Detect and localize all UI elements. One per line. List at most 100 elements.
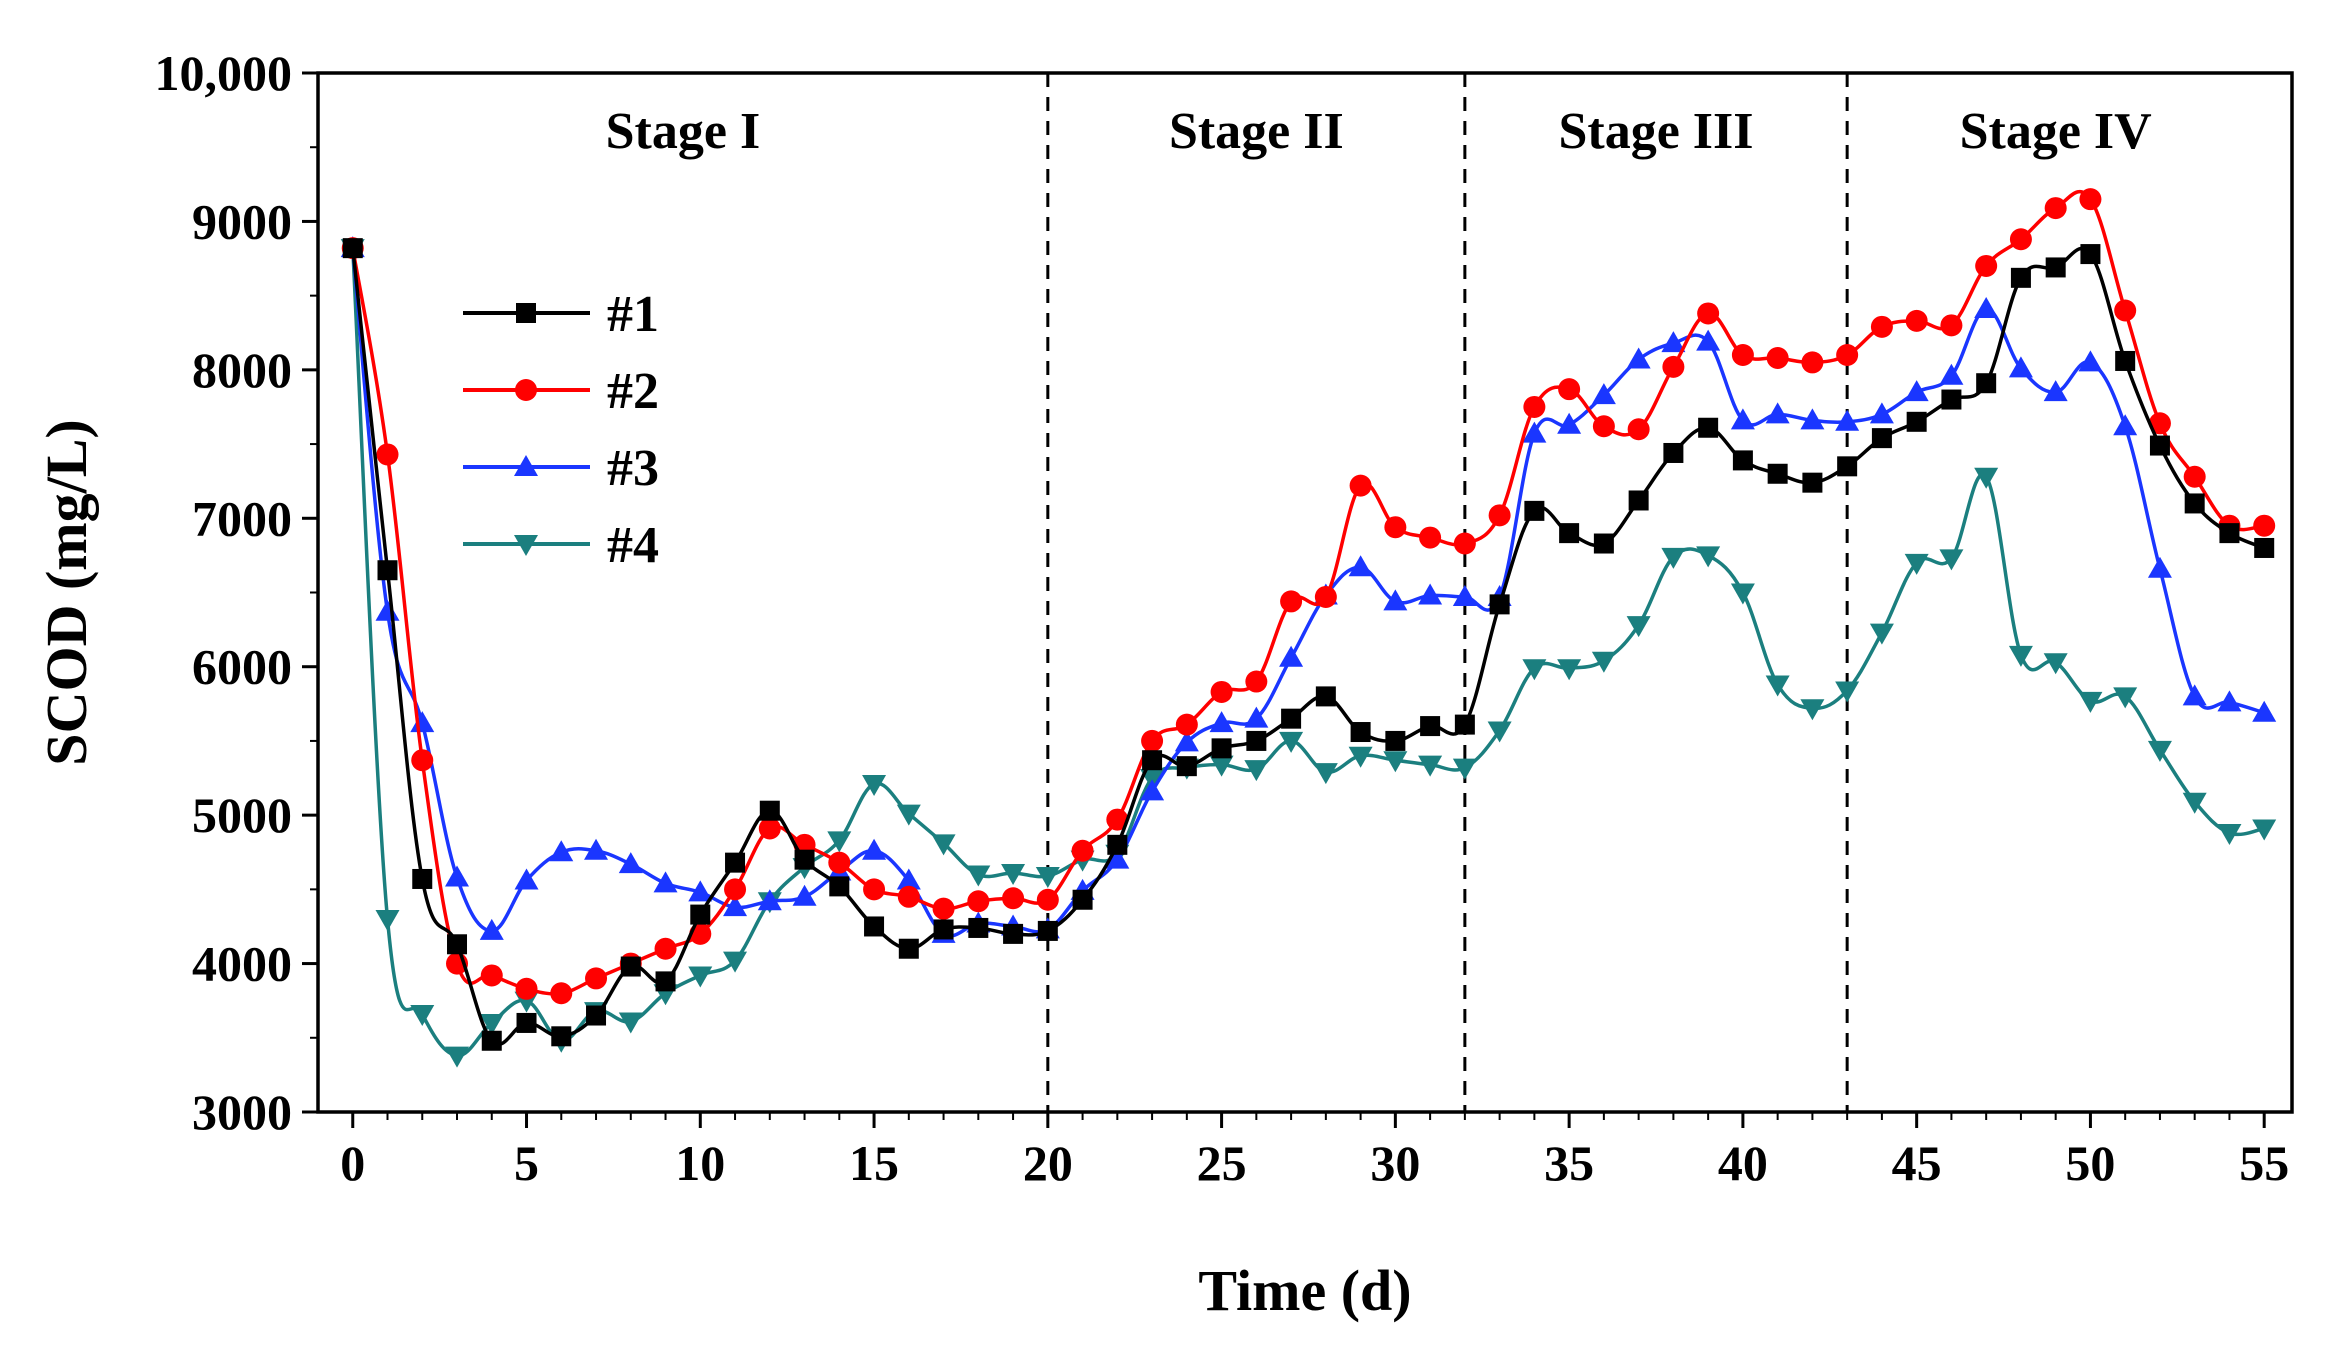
series-layer <box>340 188 2277 1068</box>
data-point <box>1418 755 1443 777</box>
data-point <box>1140 779 1165 801</box>
data-point <box>479 918 504 940</box>
data-point <box>375 910 400 932</box>
data-point <box>1037 920 1058 941</box>
y-tick-label: 8000 <box>192 342 292 398</box>
data-point <box>2147 740 2172 762</box>
data-point <box>1904 380 1929 402</box>
x-tick-label: 35 <box>1544 1135 1594 1191</box>
data-point <box>2078 691 2103 713</box>
data-point <box>1454 714 1475 735</box>
data-point <box>1175 713 1198 736</box>
data-point <box>618 852 643 874</box>
data-point <box>932 897 955 920</box>
data-point <box>1696 329 1721 351</box>
x-tick-label: 10 <box>675 1135 725 1191</box>
data-point <box>376 443 399 466</box>
data-point <box>2149 435 2170 456</box>
data-point <box>481 1030 502 1051</box>
data-point <box>1696 546 1721 568</box>
data-point <box>1732 450 1753 471</box>
data-point <box>1072 889 1093 910</box>
data-point <box>1837 456 1858 477</box>
data-point <box>724 878 747 901</box>
data-point <box>445 1046 470 1068</box>
data-point <box>1383 751 1408 773</box>
data-point <box>2043 380 2068 402</box>
data-point <box>968 917 989 938</box>
data-point <box>1836 344 1859 367</box>
data-point <box>2113 687 2138 709</box>
data-point <box>620 956 641 977</box>
stage-label-1: Stage I <box>606 103 761 160</box>
data-point <box>966 865 991 887</box>
data-point <box>1591 651 1616 673</box>
data-point <box>1279 645 1304 667</box>
data-point <box>827 831 852 853</box>
y-axis-title: SCOD (mg/L) <box>34 419 99 765</box>
y-axis-ticks: 3000 4000 5000 6000 7000 8000 9000 10,000 <box>155 45 318 1140</box>
data-point <box>1558 378 1581 401</box>
data-point <box>758 817 781 840</box>
data-point <box>2183 465 2206 488</box>
data-point <box>725 852 746 873</box>
data-point <box>1315 686 1336 707</box>
data-point <box>480 964 503 987</box>
data-point <box>1313 763 1338 785</box>
data-point <box>1766 346 1789 369</box>
data-point <box>1939 363 1964 385</box>
data-point <box>864 916 885 937</box>
data-point <box>2217 823 2242 845</box>
data-point <box>688 966 713 988</box>
data-point <box>1001 864 1026 886</box>
data-point <box>549 840 574 862</box>
data-point <box>1452 584 1477 606</box>
data-point <box>1661 547 1686 569</box>
data-point <box>1244 760 1269 782</box>
data-point <box>1697 302 1720 325</box>
data-point <box>1246 730 1267 751</box>
x-axis-ticks: 0 5 10 15 20 25 30 35 40 45 50 55 <box>340 1112 2289 1191</box>
x-tick-label: 15 <box>849 1135 899 1191</box>
data-point <box>1418 583 1443 605</box>
legend-marker <box>515 379 537 401</box>
y-tick-label: 4000 <box>192 936 292 992</box>
data-point <box>377 560 398 581</box>
data-point <box>479 1013 504 1035</box>
data-point <box>1348 555 1373 577</box>
data-point <box>585 967 608 990</box>
data-point <box>1906 411 1927 432</box>
legend-label: #2 <box>607 363 659 420</box>
y-tick-label: 7000 <box>192 490 292 546</box>
data-point <box>2252 819 2277 841</box>
data-point <box>1348 746 1373 768</box>
data-point <box>1801 351 1824 374</box>
data-point <box>342 238 363 259</box>
data-point <box>1731 344 1754 367</box>
series-n2 <box>341 188 2276 1005</box>
data-point <box>2045 257 2066 278</box>
data-point <box>1281 708 1302 729</box>
data-point <box>828 851 851 874</box>
data-point <box>1592 415 1615 438</box>
x-tick-label: 0 <box>340 1135 365 1191</box>
data-point <box>2147 556 2172 578</box>
data-point <box>1385 730 1406 751</box>
legend-item: #2 <box>463 363 659 420</box>
data-point <box>515 977 538 1000</box>
data-point <box>1939 549 1964 571</box>
legend-item: #3 <box>463 440 659 497</box>
data-point <box>2008 356 2033 378</box>
data-point <box>2113 414 2138 436</box>
data-point <box>1142 750 1163 771</box>
y-tick-label: 5000 <box>192 787 292 843</box>
data-point <box>1003 923 1024 944</box>
x-tick-label: 40 <box>1718 1135 1768 1191</box>
data-point <box>2148 412 2171 435</box>
data-point <box>2008 645 2033 667</box>
data-point <box>829 876 850 897</box>
data-point <box>688 880 713 902</box>
data-point <box>1350 722 1371 743</box>
legend: #1 #2 #3 #4 <box>463 286 659 574</box>
y-tick-label: 3000 <box>192 1084 292 1140</box>
